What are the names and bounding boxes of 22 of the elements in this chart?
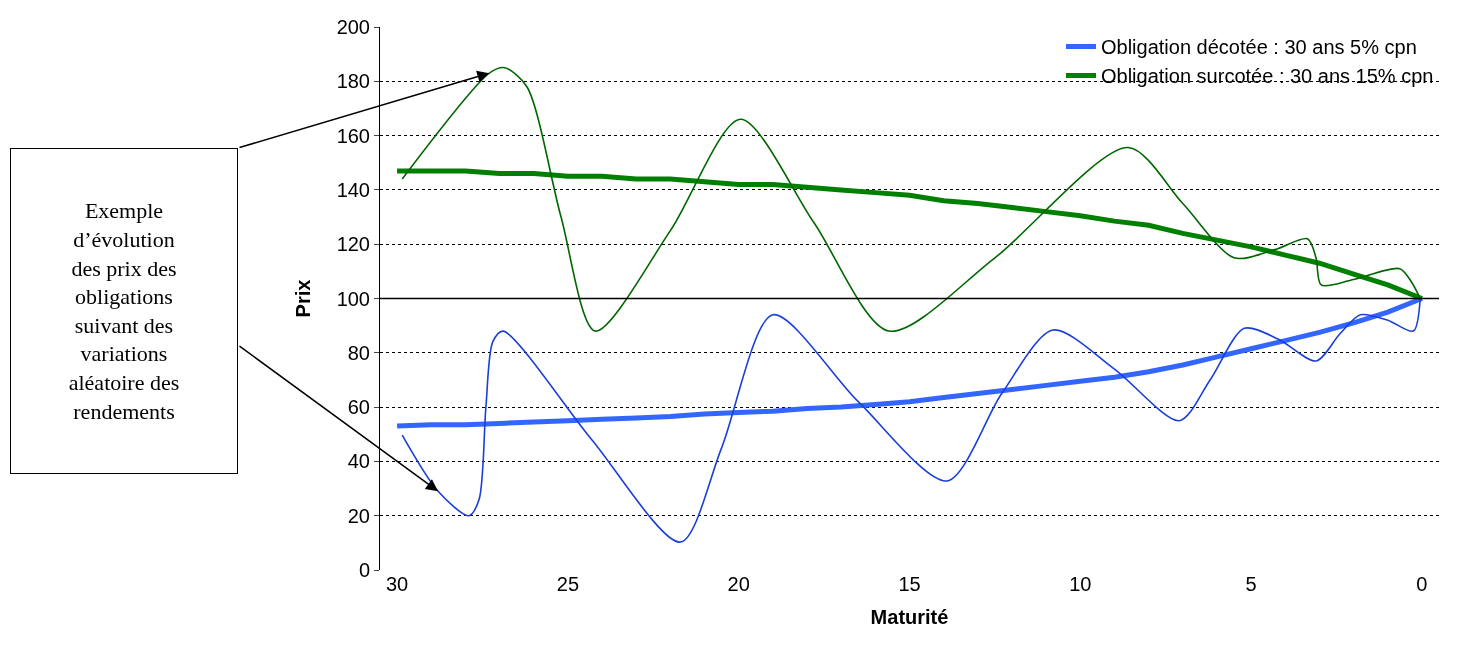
x-tick-label: 15 <box>898 573 921 595</box>
y-tick-label: 140 <box>336 178 370 201</box>
y-tick-label: 0 <box>358 559 370 581</box>
y-tick-label: 40 <box>347 450 370 473</box>
y-tick-label: 100 <box>336 287 370 310</box>
legend-label: Obligation décotée : 30 ans 5% cpn <box>1101 36 1417 59</box>
y-tick-label: 200 <box>336 16 370 38</box>
y-tick-label: 80 <box>347 341 370 364</box>
y-axis-title: Prix <box>292 279 315 318</box>
y-tick-label: 60 <box>347 396 370 419</box>
text: Exemple d’évolution des prix des obligations suivant des variations aléatoire des rendements <box>68 198 180 424</box>
x-tick-label: 30 <box>385 573 409 595</box>
x-axis-title: Maturité <box>870 605 949 628</box>
x-tick-label: 25 <box>556 573 580 595</box>
y-tick-label: 120 <box>336 233 370 256</box>
x-tick-label: 0 <box>1416 573 1428 595</box>
x-tick-label: 20 <box>727 573 750 595</box>
y-tick-label: 20 <box>347 504 370 527</box>
y-tick-label: 160 <box>336 124 370 147</box>
y-tick-label: 180 <box>336 70 370 93</box>
x-tick-label: 5 <box>1245 573 1257 595</box>
x-tick-label: 10 <box>1069 573 1092 595</box>
